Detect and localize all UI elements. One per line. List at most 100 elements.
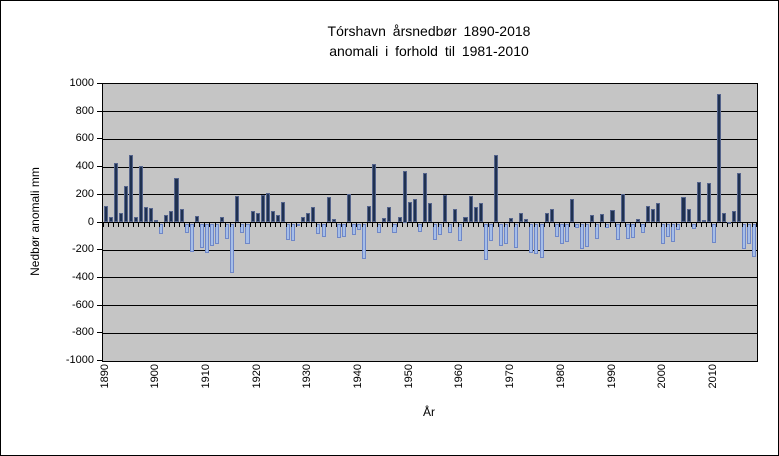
bar-2000 xyxy=(661,223,666,244)
category-tick xyxy=(280,222,282,227)
bar-1906 xyxy=(184,223,189,233)
y-axis-label--800: -800 xyxy=(71,326,94,339)
category-tick xyxy=(168,222,170,227)
x-axis-label-1950: 1950 xyxy=(402,364,416,404)
bar-1996 xyxy=(640,223,645,233)
gridline xyxy=(103,166,757,168)
bar-2002 xyxy=(671,223,676,242)
category-tick xyxy=(635,222,637,227)
y-axis-label-0: 0 xyxy=(87,215,94,228)
category-tick xyxy=(270,222,272,227)
category-tick xyxy=(564,222,566,227)
category-tick xyxy=(594,222,596,227)
bar-1968 xyxy=(498,223,503,246)
bar-1974 xyxy=(529,223,534,253)
category-tick xyxy=(244,222,246,227)
bar-1927 xyxy=(291,223,296,241)
category-tick xyxy=(533,222,535,227)
bar-1939 xyxy=(351,223,356,236)
bar-1912 xyxy=(215,223,220,245)
bar-1952 xyxy=(417,223,422,232)
x-axis-label-text: 1990 xyxy=(605,364,618,389)
category-tick xyxy=(123,222,125,227)
x-axis-label-text: 1930 xyxy=(301,364,314,389)
bar-1944 xyxy=(377,223,382,234)
x-axis-label-text: 1920 xyxy=(250,364,263,389)
bar-1981 xyxy=(564,223,569,243)
bar-1893 xyxy=(118,212,123,223)
category-tick xyxy=(478,222,480,227)
bar-1951 xyxy=(412,198,417,223)
category-tick xyxy=(523,222,525,227)
bar-1954 xyxy=(427,203,433,223)
x-axis-label-1960: 1960 xyxy=(452,364,466,404)
x-axis-label-text: 1910 xyxy=(199,364,212,389)
bar-1897 xyxy=(138,166,144,223)
y-axis-tick xyxy=(97,332,102,334)
category-tick xyxy=(341,222,343,227)
category-tick xyxy=(609,222,611,227)
bar-1894 xyxy=(123,186,128,223)
bar-2004 xyxy=(681,196,686,223)
category-tick xyxy=(620,222,622,227)
x-axis-label-text: 1960 xyxy=(453,364,466,389)
category-tick xyxy=(173,222,175,227)
bar-1936 xyxy=(336,223,341,239)
category-tick xyxy=(331,222,333,227)
bar-1895 xyxy=(128,154,133,223)
bar-1977 xyxy=(544,212,549,223)
x-axis-label-1910: 1910 xyxy=(199,364,213,404)
category-tick xyxy=(670,222,672,227)
bar-1947 xyxy=(392,223,397,233)
category-tick xyxy=(336,222,338,227)
bar-1890 xyxy=(103,205,108,223)
bar-1919 xyxy=(250,210,255,223)
category-tick xyxy=(204,222,206,227)
bar-1956 xyxy=(438,223,443,235)
x-axis-label-text: 1970 xyxy=(504,364,517,389)
category-tick xyxy=(599,222,601,227)
category-tick xyxy=(462,222,464,227)
bar-1987 xyxy=(595,223,600,239)
gridline xyxy=(103,305,757,307)
gridline xyxy=(103,249,757,251)
bar-1993 xyxy=(625,223,630,240)
category-tick xyxy=(539,222,540,227)
category-tick xyxy=(650,222,652,227)
category-tick xyxy=(179,222,181,227)
bar-2013 xyxy=(727,221,732,224)
bar-1892 xyxy=(113,162,118,223)
category-tick xyxy=(498,222,500,227)
category-tick xyxy=(756,222,757,227)
category-tick xyxy=(224,222,226,227)
category-tick xyxy=(260,222,262,227)
category-tick xyxy=(665,222,667,227)
zero-axis-line xyxy=(103,222,757,223)
category-tick xyxy=(554,222,556,227)
category-tick xyxy=(305,222,307,227)
category-tick xyxy=(128,222,130,227)
category-tick xyxy=(615,222,617,227)
x-axis-label-2010: 2010 xyxy=(706,364,720,404)
category-tick xyxy=(184,222,186,227)
bar-1984 xyxy=(580,223,585,250)
plot-area xyxy=(102,83,758,362)
bar-2017 xyxy=(747,223,752,245)
category-tick xyxy=(569,222,571,227)
bar-2003 xyxy=(676,223,681,231)
bar-1896 xyxy=(133,216,138,223)
bar-1923 xyxy=(270,211,275,223)
x-axis-label-1900: 1900 xyxy=(148,364,162,404)
y-axis-label-200: 200 xyxy=(75,187,94,200)
bar-1957 xyxy=(443,194,448,223)
bar-1980 xyxy=(559,223,564,244)
category-tick xyxy=(559,222,561,227)
bar-1898 xyxy=(144,206,149,223)
category-tick xyxy=(366,222,368,227)
x-axis-label-1970: 1970 xyxy=(503,364,517,404)
category-tick xyxy=(574,222,576,227)
bar-1999 xyxy=(656,203,661,223)
category-tick xyxy=(133,222,135,227)
category-tick xyxy=(589,222,591,227)
